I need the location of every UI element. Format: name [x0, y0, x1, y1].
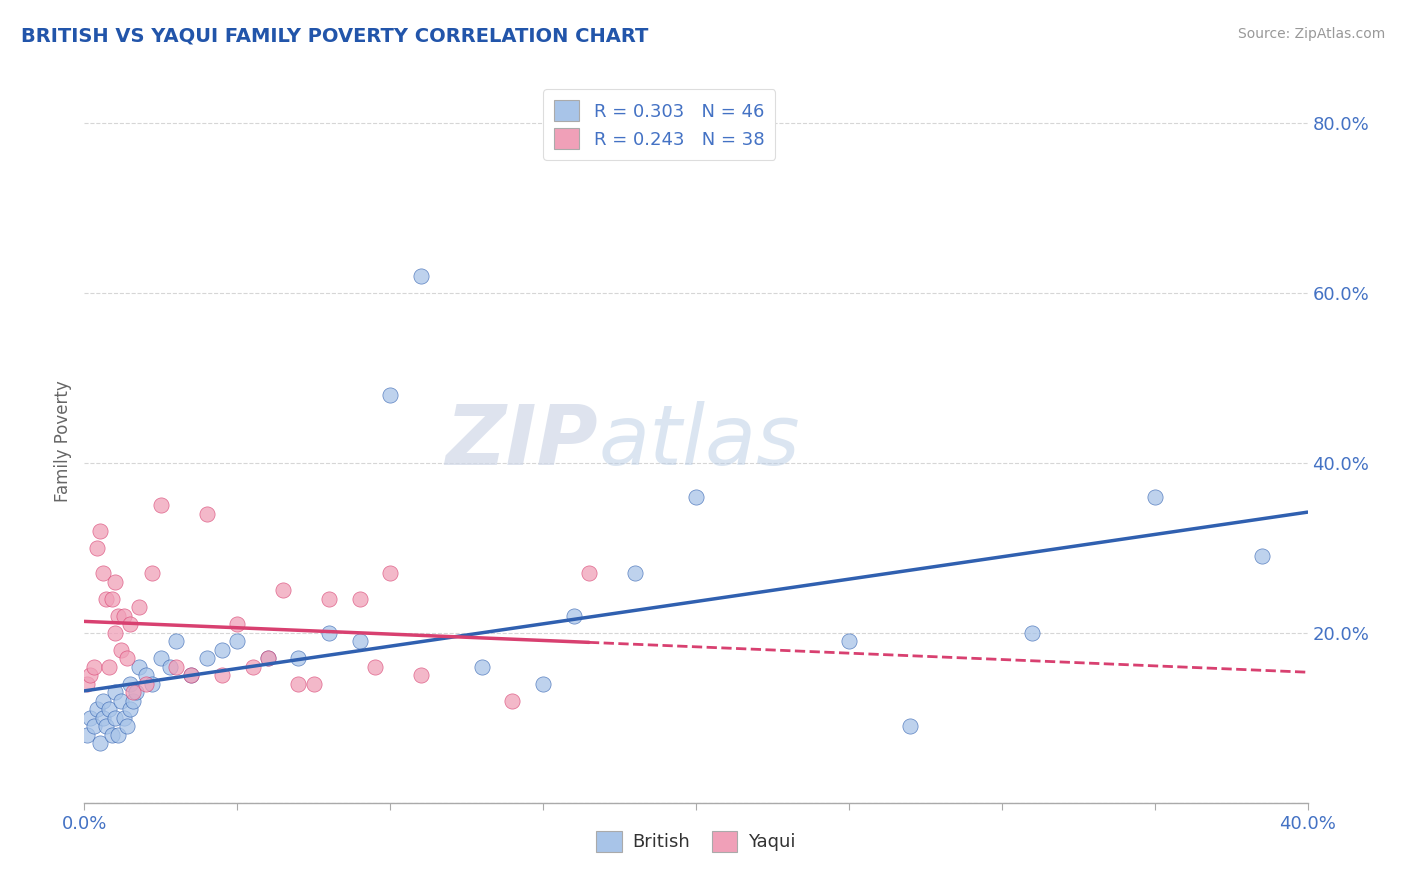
Point	[97, 660, 120, 674]
Point	[578, 566, 600, 581]
Point	[149, 498, 172, 512]
Point	[128, 660, 150, 674]
Point	[115, 651, 138, 665]
Point	[122, 685, 145, 699]
Text: ZIP: ZIP	[446, 401, 598, 482]
Point	[531, 677, 554, 691]
Point	[159, 660, 181, 674]
Point	[83, 660, 105, 674]
Point	[112, 711, 135, 725]
Point	[1021, 625, 1043, 640]
Point	[120, 702, 142, 716]
Point	[86, 702, 108, 716]
Point	[195, 651, 218, 665]
Point	[349, 591, 371, 606]
Point	[115, 719, 138, 733]
Point	[685, 490, 707, 504]
Point	[380, 566, 402, 581]
Text: atlas: atlas	[598, 401, 800, 482]
Point	[94, 719, 117, 733]
Point	[91, 694, 114, 708]
Y-axis label: Family Poverty: Family Poverty	[53, 381, 72, 502]
Text: BRITISH VS YAQUI FAMILY POVERTY CORRELATION CHART: BRITISH VS YAQUI FAMILY POVERTY CORRELAT…	[21, 27, 648, 45]
Point	[562, 608, 585, 623]
Point	[91, 566, 114, 581]
Point	[271, 583, 294, 598]
Point	[380, 388, 402, 402]
Point	[135, 668, 157, 682]
Point	[211, 668, 233, 682]
Point	[141, 566, 163, 581]
Point	[141, 677, 163, 691]
Point	[364, 660, 387, 674]
Point	[257, 651, 280, 665]
Point	[165, 634, 187, 648]
Point	[257, 651, 280, 665]
Point	[624, 566, 647, 581]
Point	[180, 668, 202, 682]
Point	[83, 719, 105, 733]
Point	[107, 608, 129, 623]
Point	[122, 694, 145, 708]
Point	[79, 711, 101, 725]
Point	[318, 591, 340, 606]
Point	[135, 677, 157, 691]
Point	[76, 728, 98, 742]
Point	[226, 634, 249, 648]
Point	[211, 642, 233, 657]
Point	[89, 736, 111, 750]
Point	[104, 685, 127, 699]
Point	[226, 617, 249, 632]
Point	[101, 728, 124, 742]
Point	[104, 625, 127, 640]
Legend: British, Yaqui: British, Yaqui	[589, 823, 803, 859]
Point	[287, 677, 309, 691]
Point	[104, 574, 127, 589]
Point	[1143, 490, 1166, 504]
Point	[149, 651, 172, 665]
Point	[110, 642, 132, 657]
Point	[86, 541, 108, 555]
Point	[165, 660, 187, 674]
Point	[79, 668, 101, 682]
Point	[409, 268, 432, 283]
Point	[838, 634, 860, 648]
Point	[409, 668, 432, 682]
Point	[112, 608, 135, 623]
Point	[120, 617, 142, 632]
Point	[110, 694, 132, 708]
Point	[101, 591, 124, 606]
Point	[97, 702, 120, 716]
Point	[128, 600, 150, 615]
Point	[898, 719, 921, 733]
Text: Source: ZipAtlas.com: Source: ZipAtlas.com	[1237, 27, 1385, 41]
Point	[318, 625, 340, 640]
Point	[287, 651, 309, 665]
Point	[104, 711, 127, 725]
Point	[89, 524, 111, 538]
Point	[76, 677, 98, 691]
Point	[471, 660, 494, 674]
Point	[502, 694, 524, 708]
Point	[91, 711, 114, 725]
Point	[107, 728, 129, 742]
Point	[1250, 549, 1272, 564]
Point	[120, 677, 142, 691]
Point	[195, 507, 218, 521]
Point	[180, 668, 202, 682]
Point	[302, 677, 325, 691]
Point	[94, 591, 117, 606]
Point	[349, 634, 371, 648]
Point	[125, 685, 148, 699]
Point	[242, 660, 264, 674]
